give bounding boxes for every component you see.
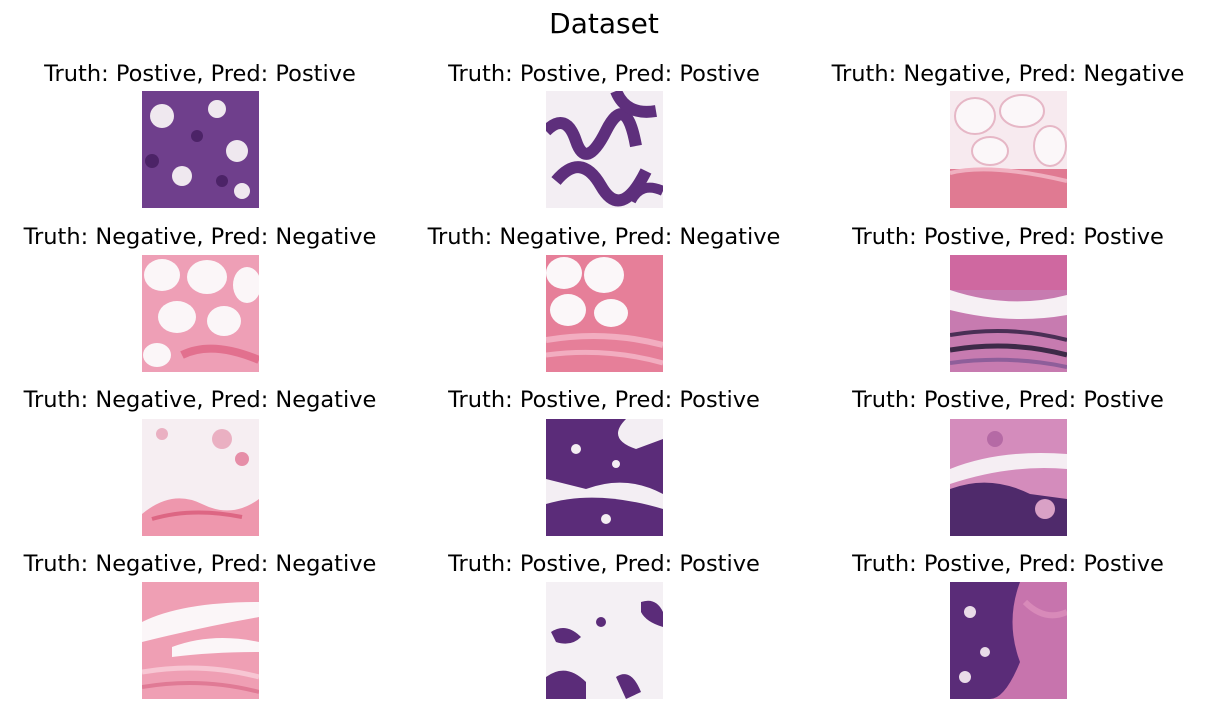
histology-patch-image [950,255,1067,372]
histology-patch-image [950,91,1067,208]
panel-title: Truth: Postive, Pred: Postive [448,61,760,87]
panel-title: Truth: Postive, Pred: Postive [44,61,356,87]
histology-patch-image [142,91,259,208]
panel-title: Truth: Postive, Pred: Postive [852,224,1164,250]
panel-title: Truth: Negative, Pred: Negative [831,61,1185,87]
panel-title: Truth: Postive, Pred: Postive [852,387,1164,413]
histology-patch-image [546,255,663,372]
histology-patch-image [546,91,663,208]
panel-title: Truth: Postive, Pred: Postive [448,387,760,413]
panel-title: Truth: Postive, Pred: Postive [852,551,1164,577]
panel-title: Truth: Negative, Pred: Negative [23,224,377,250]
histology-patch-image [142,255,259,372]
histology-patch-image [950,582,1067,699]
panel-title: Truth: Negative, Pred: Negative [23,387,377,413]
panel-title: Truth: Postive, Pred: Postive [448,551,760,577]
histology-patch-image [546,582,663,699]
histology-patch-image [546,419,663,536]
histology-patch-image [950,419,1067,536]
histology-patch-image [142,582,259,699]
panel-title: Truth: Negative, Pred: Negative [23,551,377,577]
histology-patch-image [142,419,259,536]
figure-title: Dataset [549,7,659,40]
panel-title: Truth: Negative, Pred: Negative [427,224,781,250]
